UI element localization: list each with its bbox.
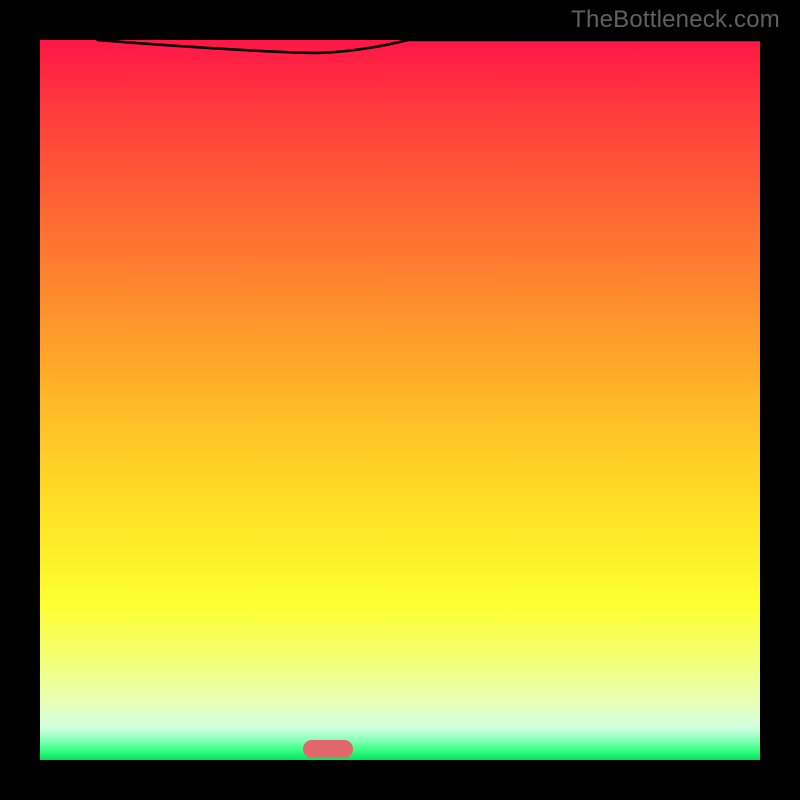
curve-svg — [0, 0, 800, 800]
min-marker — [303, 740, 353, 758]
bottleneck-curve — [98, 40, 760, 53]
watermark-text: TheBottleneck.com — [571, 6, 780, 34]
chart-canvas: TheBottleneck.com — [0, 0, 800, 800]
